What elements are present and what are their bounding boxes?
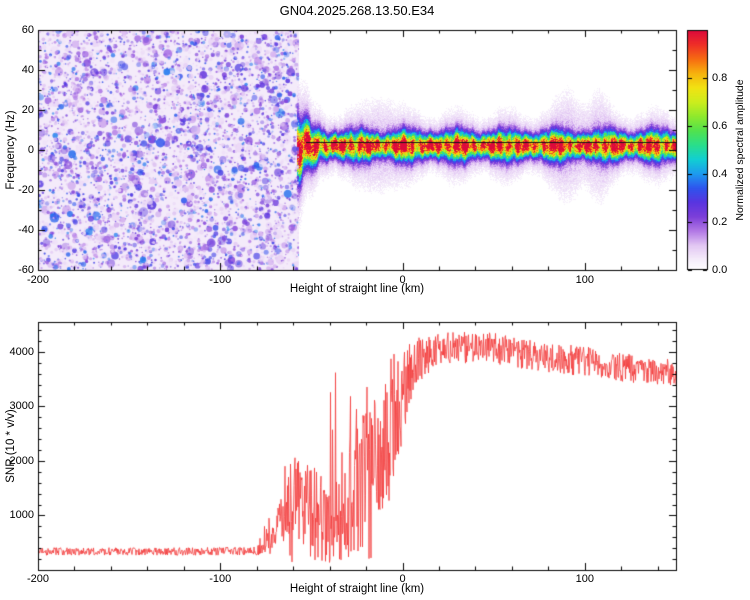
colorbar-tick-label: 0.8 [712, 72, 728, 84]
spec-x-axis-label: Height of straight line (km) [289, 283, 425, 295]
spec-x-tick-label: -200 [26, 274, 50, 286]
colorbar-tick-label: 0.0 [712, 264, 728, 276]
spec-x-tick-label: 100 [575, 274, 595, 286]
snr-x-tick-label: 0 [399, 573, 406, 585]
snr-y-tick-label: 2000 [9, 454, 34, 467]
spec-y-tick-label: 20 [21, 104, 34, 116]
snr-y-tick-label: 4000 [9, 345, 34, 358]
chart-title: GN04.2025.268.13.50.E34 [279, 3, 435, 18]
colorbar-tick-label: 0.2 [712, 216, 728, 228]
spec-x-tick-label: -100 [209, 274, 232, 286]
colorbar-tick-label: 0.4 [712, 168, 728, 180]
colorbar-tick-label: 0.6 [712, 120, 728, 132]
colorbar-label: Normalized spectral amplitude [734, 79, 746, 221]
snr-x-axis-label: Height of straight line (km) [289, 583, 425, 595]
spec-y-tick-label: 0 [27, 144, 34, 156]
spec-y-tick-label: -20 [18, 184, 34, 196]
spec-x-tick-label: 0 [399, 274, 406, 286]
snr-x-tick-label: -100 [209, 573, 232, 585]
spec-y-tick-label: 40 [21, 64, 34, 76]
snr-y-axis-label: SNR (10 * v/v) [5, 409, 17, 483]
spec-y-tick-label: -60 [18, 264, 34, 276]
spec-y-tick-label: 60 [21, 24, 34, 36]
snr-y-tick-label: 1000 [9, 509, 34, 522]
spec-y-tick-label: -40 [18, 224, 34, 236]
snr-y-tick-label: 3000 [9, 400, 34, 413]
snr-x-tick-label: 100 [575, 573, 595, 585]
snr-x-tick-label: -200 [26, 573, 50, 585]
